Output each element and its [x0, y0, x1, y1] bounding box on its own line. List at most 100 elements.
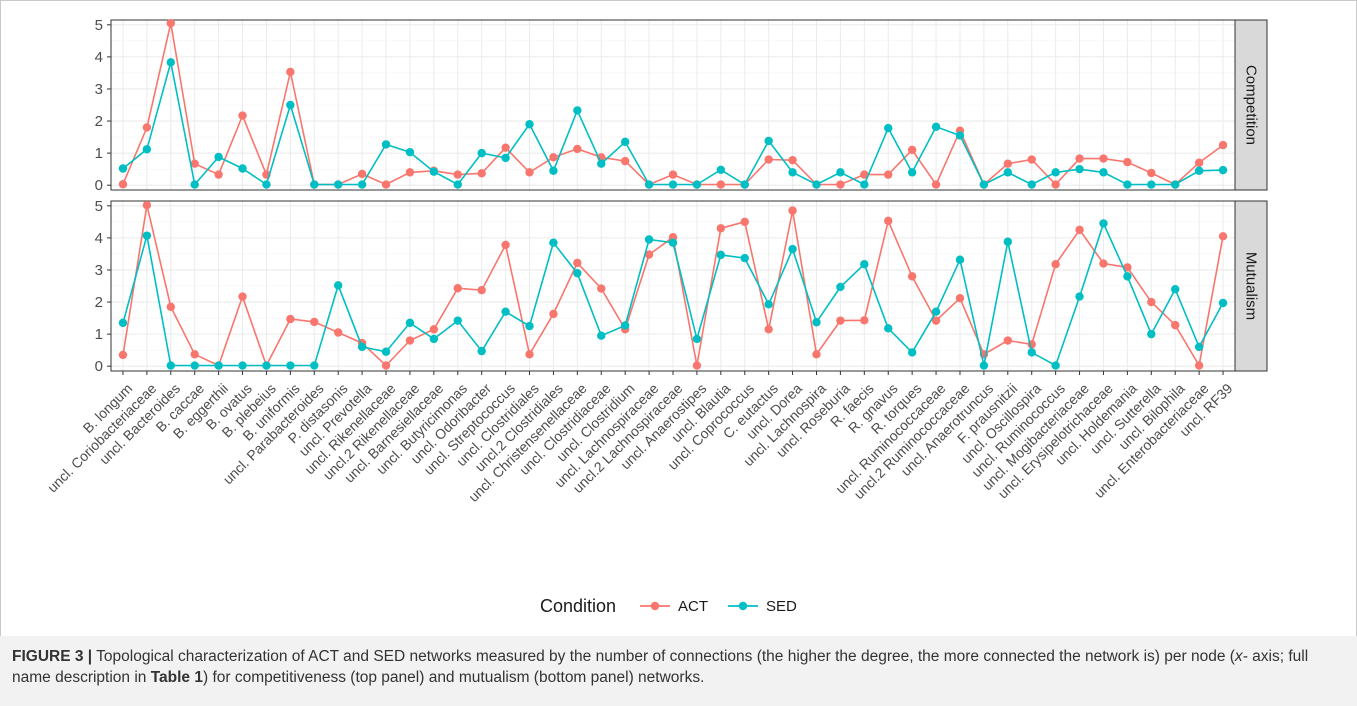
legend-entry-sed: SED	[766, 598, 797, 615]
data-point-act	[477, 169, 486, 178]
data-point-sed	[620, 137, 630, 147]
data-point-act	[812, 350, 821, 359]
y-tick-label: 1	[95, 326, 103, 343]
data-point-sed	[1147, 180, 1156, 189]
data-point-sed	[1194, 166, 1204, 175]
data-point-sed	[692, 334, 702, 344]
data-point-sed	[788, 244, 797, 254]
data-point-act	[692, 361, 702, 370]
legend-key-point-act	[650, 601, 660, 611]
data-point-act	[884, 170, 893, 179]
data-point-act	[142, 200, 152, 210]
data-point-sed	[1003, 237, 1013, 246]
data-point-act	[501, 240, 510, 250]
data-point-act	[884, 216, 893, 226]
caption-label: FIGURE 3 |	[12, 648, 93, 665]
data-point-act	[1099, 154, 1108, 163]
data-point-act	[1194, 361, 1204, 370]
data-point-sed	[501, 153, 510, 163]
data-point-sed	[836, 168, 845, 177]
data-point-sed	[1194, 342, 1204, 352]
data-point-act	[931, 316, 941, 325]
data-point-act	[549, 309, 558, 319]
data-point-act	[1051, 259, 1060, 269]
legend-title: Condition	[540, 596, 616, 616]
data-point-act	[955, 293, 965, 303]
data-point-act	[453, 170, 462, 179]
data-point-act	[931, 180, 941, 189]
facet-strip	[1234, 200, 1268, 372]
data-point-act	[501, 143, 510, 152]
data-point-sed	[1218, 298, 1228, 308]
data-point-sed	[262, 180, 271, 189]
data-point-act	[118, 350, 128, 360]
data-point-sed	[740, 253, 749, 263]
data-point-sed	[1171, 285, 1180, 294]
data-point-act	[1171, 320, 1180, 330]
data-point-sed	[549, 166, 558, 175]
data-point-sed	[214, 152, 223, 162]
data-point-sed	[190, 180, 199, 189]
data-point-sed	[357, 342, 367, 352]
caption-table-ref: Table 1	[150, 669, 203, 686]
y-tick-label: 4	[95, 49, 103, 66]
data-point-act	[1123, 263, 1132, 272]
data-point-sed	[477, 346, 486, 356]
data-point-sed	[1171, 180, 1180, 189]
y-tick-label: 5	[95, 198, 103, 215]
data-point-act	[453, 284, 462, 293]
y-tick-label: 2	[95, 294, 103, 311]
data-point-act	[1027, 155, 1036, 164]
data-point-sed	[573, 268, 582, 278]
data-point-sed	[644, 180, 654, 189]
data-point-act	[1099, 259, 1108, 268]
caption-text-1: Topological characterization of ACT and …	[92, 648, 1235, 665]
data-point-sed	[118, 318, 128, 328]
data-point-sed	[1123, 272, 1132, 281]
data-point-sed	[597, 331, 606, 340]
data-point-act	[381, 180, 391, 189]
data-point-sed	[381, 140, 391, 149]
data-point-act	[286, 314, 295, 324]
data-point-act	[1218, 232, 1228, 241]
data-point-sed	[907, 348, 917, 357]
data-point-act	[214, 170, 223, 179]
data-point-sed	[214, 361, 223, 370]
y-tick-label: 0	[95, 177, 103, 194]
data-point-act	[716, 224, 726, 233]
data-point-sed	[453, 180, 462, 189]
data-point-sed	[1123, 180, 1132, 189]
data-point-sed	[716, 250, 726, 260]
data-point-sed	[525, 120, 534, 129]
data-point-sed	[836, 282, 845, 292]
data-point-sed	[1099, 168, 1108, 177]
data-point-sed	[118, 164, 128, 173]
figure-caption: FIGURE 3 | Topological characterization …	[12, 646, 1342, 688]
y-tick-label: 5	[95, 17, 103, 34]
data-point-sed	[1051, 361, 1060, 370]
data-point-sed	[860, 259, 869, 269]
data-point-sed	[549, 238, 558, 247]
data-point-act	[1123, 157, 1132, 167]
legend-key-point-sed	[738, 601, 748, 611]
legend: Condition ACT SED	[540, 596, 797, 616]
data-point-act	[716, 180, 726, 189]
data-point-act	[118, 180, 128, 189]
caption-x-axis: x-	[1234, 648, 1248, 665]
data-point-sed	[931, 122, 941, 132]
caption-background	[0, 636, 1357, 706]
data-point-act	[1075, 225, 1084, 235]
data-point-sed	[1147, 329, 1156, 339]
data-point-act	[429, 325, 439, 334]
data-point-sed	[620, 321, 630, 330]
data-point-sed	[525, 321, 534, 331]
data-point-sed	[979, 361, 989, 370]
data-point-act	[286, 67, 295, 77]
data-point-act	[644, 250, 654, 259]
data-point-sed	[1218, 165, 1228, 175]
data-point-sed	[477, 148, 486, 158]
data-point-sed	[286, 100, 295, 110]
data-point-act	[1003, 159, 1013, 168]
data-point-act	[764, 325, 773, 334]
facet-strip	[1234, 19, 1268, 191]
